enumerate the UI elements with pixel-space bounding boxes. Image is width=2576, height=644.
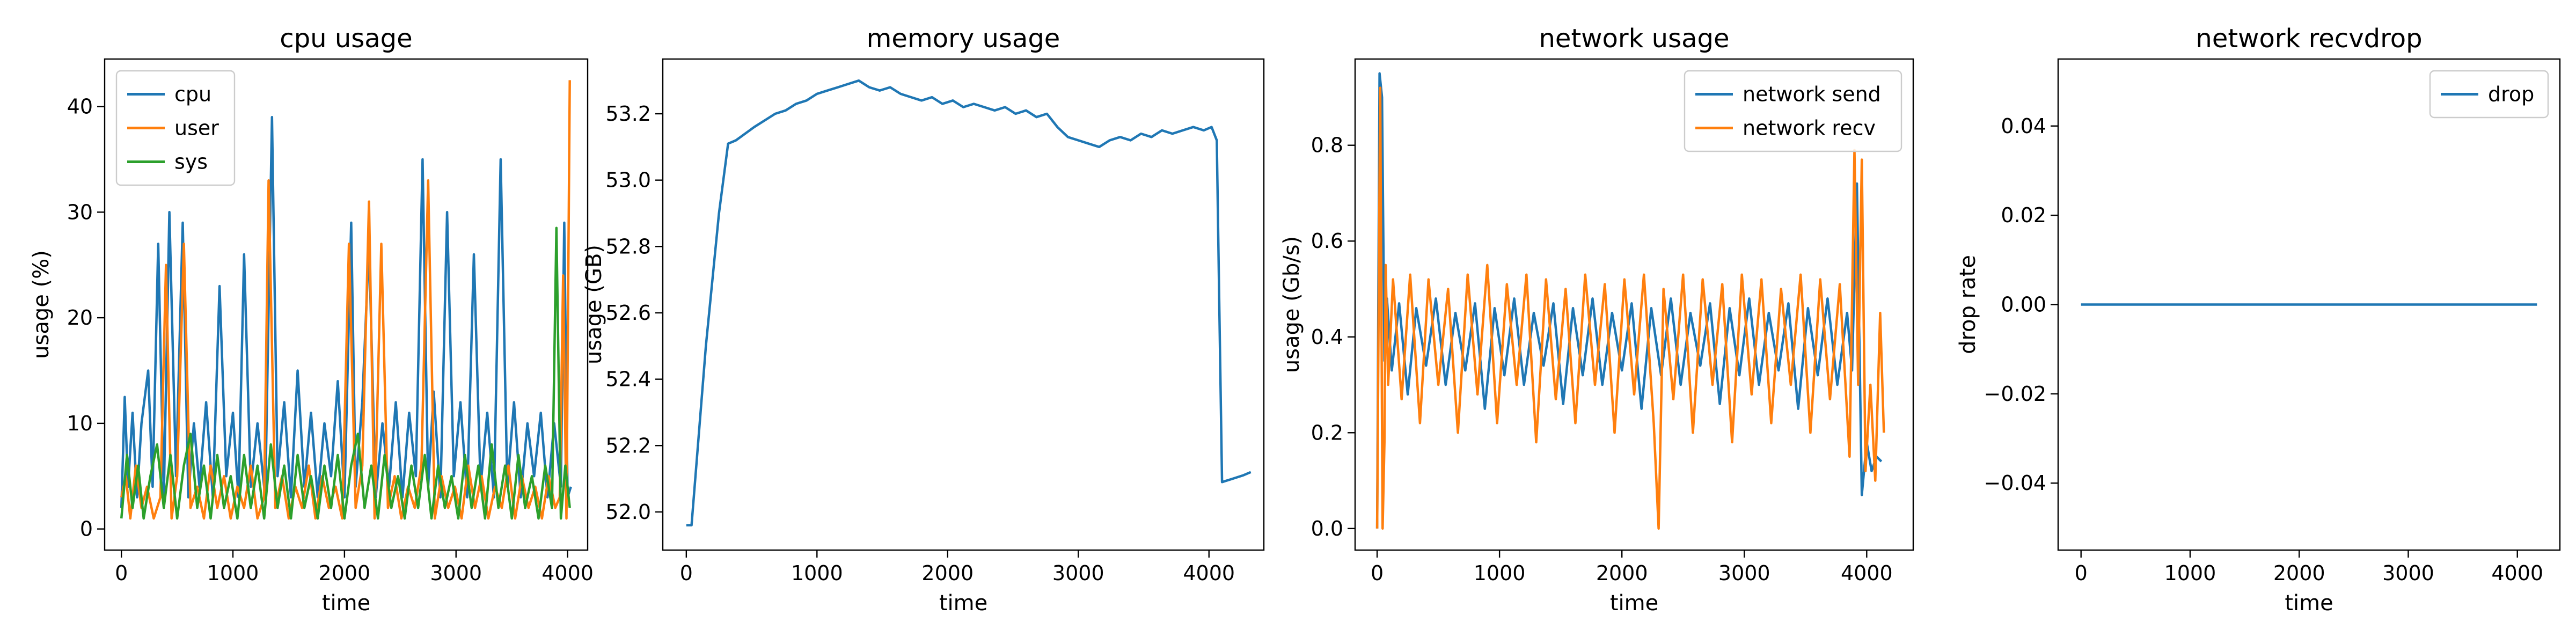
x-axis-label: time	[322, 591, 370, 616]
y-tick-label: 52.0	[605, 500, 651, 524]
y-tick-label: 0.02	[2001, 203, 2046, 227]
series-line-user	[120, 80, 571, 520]
legend-box	[2429, 70, 2549, 119]
legend-entry: network send	[1743, 83, 1881, 106]
y-axis-label: usage (%)	[29, 250, 54, 359]
x-axis-label: time	[939, 591, 987, 616]
y-tick-label: 0.00	[2001, 293, 2046, 317]
series-line-network-recv	[1375, 86, 1885, 530]
x-tick-label: 3000	[2382, 561, 2434, 585]
y-tick-label: 0	[80, 517, 93, 541]
y-tick-label: 52.8	[605, 235, 651, 258]
y-axis-label: drop rate	[1956, 255, 1980, 354]
y-tick-label: 52.2	[605, 434, 651, 457]
x-tick-label: 3000	[1718, 561, 1770, 585]
legend-entry: user	[174, 116, 219, 140]
x-tick-label: 4000	[1841, 561, 1893, 585]
chart-title: cpu usage	[280, 24, 412, 54]
y-tick-label: 52.4	[605, 368, 651, 391]
chart-title: memory usage	[867, 24, 1060, 54]
x-tick-label: 2000	[921, 561, 974, 585]
y-tick-label: 53.2	[605, 102, 651, 126]
y-tick-label: 0.0	[1311, 517, 1343, 540]
legend-box	[115, 70, 236, 186]
x-axis-label: time	[2285, 591, 2333, 616]
x-tick-label: 1000	[791, 561, 843, 585]
y-tick-label: 40	[67, 95, 93, 119]
axes-frame	[1354, 58, 1914, 551]
chart-title: network recvdrop	[2196, 24, 2422, 54]
y-tick-label: 10	[67, 412, 93, 435]
y-tick-label: 52.6	[605, 301, 651, 325]
legend: drop	[2429, 70, 2549, 119]
x-tick-label: 3000	[430, 561, 482, 585]
legend-entry: sys	[174, 150, 208, 174]
y-tick-label: 0.2	[1311, 421, 1343, 444]
y-tick-label: −0.04	[1984, 471, 2046, 495]
x-tick-label: 0	[680, 561, 693, 585]
x-tick-label: 4000	[1183, 561, 1235, 585]
chart-title: network usage	[1539, 24, 1729, 54]
y-tick-label: 53.0	[605, 169, 651, 192]
legend-entry: network recv	[1743, 116, 1876, 140]
y-tick-label: 30	[67, 200, 93, 224]
series-line-network-send	[1375, 72, 1883, 529]
x-tick-label: 2000	[2273, 561, 2325, 585]
chart-2: 0 1000 2000 3000 4000 0.0 0.2 0.4 0.6 0.8 network …	[1279, 24, 1914, 616]
legend-entry: cpu	[174, 83, 211, 106]
series-line-memory	[686, 79, 1252, 526]
x-tick-label: 1000	[1474, 561, 1526, 585]
series-line-sys	[120, 226, 571, 520]
legend: cpu user sys	[115, 70, 236, 186]
axes-frame	[104, 58, 589, 551]
y-tick-label: 0.4	[1311, 325, 1343, 349]
y-axis-label: usage (Gb/s)	[1279, 236, 1304, 373]
y-axis-label: usage (GB)	[582, 245, 606, 364]
x-tick-label: 2000	[1596, 561, 1648, 585]
chart-3: 0 1000 2000 3000 4000 −0.04 −0.02 0.00 0.02 0.04 n…	[1956, 24, 2561, 616]
legend-box	[1684, 70, 1902, 152]
y-tick-label: 0.6	[1311, 229, 1343, 253]
chart-1: 0 1000 2000 3000 4000 52.0 52.2 52.4 52.6 52.8 53.…	[582, 24, 1265, 616]
y-tick-label: 0.8	[1311, 134, 1343, 157]
y-tick-label: 0.04	[2001, 114, 2046, 138]
x-tick-label: 1000	[207, 561, 259, 585]
legend-entry: drop	[2488, 83, 2534, 106]
x-tick-label: 0	[115, 561, 128, 585]
legend: network send network recv	[1684, 70, 1902, 152]
x-tick-label: 2000	[319, 561, 371, 585]
x-tick-label: 4000	[541, 561, 594, 585]
x-tick-label: 0	[1371, 561, 1384, 585]
y-tick-label: −0.02	[1984, 382, 2046, 406]
x-tick-label: 3000	[1052, 561, 1104, 585]
axes-frame	[662, 58, 1265, 551]
x-axis-label: time	[1610, 591, 1658, 616]
x-tick-label: 1000	[2164, 561, 2216, 585]
x-tick-label: 4000	[2491, 561, 2543, 585]
chart-0: 0 1000 2000 3000 4000 0 10 20 30 40 cpu usage time u…	[29, 24, 594, 616]
x-tick-label: 0	[2075, 561, 2088, 585]
y-tick-label: 20	[67, 306, 93, 330]
